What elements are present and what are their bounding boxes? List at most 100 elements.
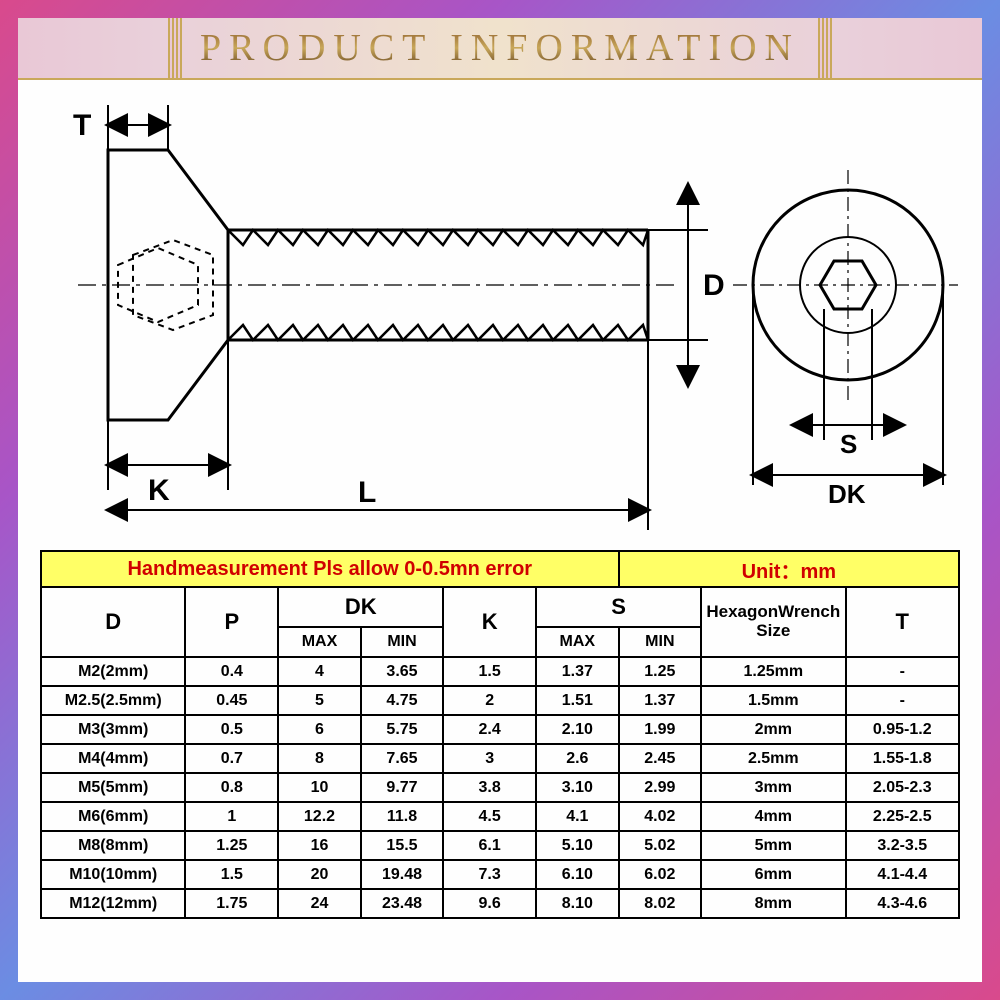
- cell-smax: 1.37: [536, 657, 619, 686]
- table-row: M2(2mm)0.443.651.51.371.251.25mm-: [41, 657, 959, 686]
- cell-t: 3.2-3.5: [846, 831, 960, 860]
- col-s-max: MAX: [536, 627, 619, 657]
- cell-t: 4.1-4.4: [846, 860, 960, 889]
- cell-dkmax: 6: [278, 715, 361, 744]
- cell-dkmin: 15.5: [361, 831, 444, 860]
- cell-hw: 1.5mm: [701, 686, 845, 715]
- cell-dkmax: 4: [278, 657, 361, 686]
- cell-hw: 6mm: [701, 860, 845, 889]
- cell-t: 1.55-1.8: [846, 744, 960, 773]
- cell-smin: 8.02: [619, 889, 702, 918]
- table-row: M3(3mm)0.565.752.42.101.992mm0.95-1.2: [41, 715, 959, 744]
- banner-title: PRODUCT INFORMATION: [200, 26, 800, 70]
- label-d: D: [703, 269, 725, 302]
- label-dk: DK: [828, 479, 866, 509]
- cell-dkmin: 19.48: [361, 860, 444, 889]
- cell-smax: 8.10: [536, 889, 619, 918]
- table-row: M8(8mm)1.251615.56.15.105.025mm3.2-3.5: [41, 831, 959, 860]
- cell-d: M12(12mm): [41, 889, 185, 918]
- cell-k: 6.1: [443, 831, 536, 860]
- cell-k: 3.8: [443, 773, 536, 802]
- cell-k: 4.5: [443, 802, 536, 831]
- col-dk: DK: [278, 587, 443, 627]
- cell-dkmin: 11.8: [361, 802, 444, 831]
- cell-p: 1.5: [185, 860, 278, 889]
- cell-dkmin: 9.77: [361, 773, 444, 802]
- cell-dkmax: 12.2: [278, 802, 361, 831]
- table-row: M4(4mm)0.787.6532.62.452.5mm1.55-1.8: [41, 744, 959, 773]
- cell-smin: 1.99: [619, 715, 702, 744]
- table-note: Handmeasurement Pls allow 0-0.5mn error: [41, 551, 619, 587]
- cell-smax: 4.1: [536, 802, 619, 831]
- screw-diagram: T K L D: [38, 90, 958, 540]
- spec-table-wrap: Handmeasurement Pls allow 0-0.5mn error …: [18, 550, 982, 941]
- col-k: K: [443, 587, 536, 657]
- table-unit: Unit：mm: [619, 551, 959, 587]
- cell-dkmax: 8: [278, 744, 361, 773]
- cell-t: 0.95-1.2: [846, 715, 960, 744]
- cell-dkmin: 5.75: [361, 715, 444, 744]
- cell-p: 1.75: [185, 889, 278, 918]
- cell-smin: 2.45: [619, 744, 702, 773]
- label-t: T: [73, 109, 91, 142]
- banner: PRODUCT INFORMATION: [18, 18, 982, 80]
- cell-k: 7.3: [443, 860, 536, 889]
- col-dk-max: MAX: [278, 627, 361, 657]
- cell-t: 2.25-2.5: [846, 802, 960, 831]
- cell-smax: 2.6: [536, 744, 619, 773]
- cell-smax: 6.10: [536, 860, 619, 889]
- cell-smin: 4.02: [619, 802, 702, 831]
- cell-hw: 5mm: [701, 831, 845, 860]
- cell-d: M5(5mm): [41, 773, 185, 802]
- table-row: M6(6mm)112.211.84.54.14.024mm2.25-2.5: [41, 802, 959, 831]
- label-k: K: [148, 474, 170, 507]
- col-s: S: [536, 587, 701, 627]
- cell-dkmax: 20: [278, 860, 361, 889]
- cell-p: 0.45: [185, 686, 278, 715]
- cell-smax: 1.51: [536, 686, 619, 715]
- cell-dkmin: 3.65: [361, 657, 444, 686]
- cell-hw: 2mm: [701, 715, 845, 744]
- cell-smin: 6.02: [619, 860, 702, 889]
- cell-p: 1.25: [185, 831, 278, 860]
- cell-t: -: [846, 657, 960, 686]
- product-card: PRODUCT INFORMATION: [18, 18, 982, 982]
- table-row: M10(10mm)1.52019.487.36.106.026mm4.1-4.4: [41, 860, 959, 889]
- cell-d: M10(10mm): [41, 860, 185, 889]
- cell-smin: 1.37: [619, 686, 702, 715]
- cell-t: -: [846, 686, 960, 715]
- col-d: D: [41, 587, 185, 657]
- cell-d: M6(6mm): [41, 802, 185, 831]
- cell-dkmin: 23.48: [361, 889, 444, 918]
- cell-smin: 2.99: [619, 773, 702, 802]
- diagram-area: T K L D: [18, 80, 982, 550]
- cell-smax: 3.10: [536, 773, 619, 802]
- col-p: P: [185, 587, 278, 657]
- cell-d: M8(8mm): [41, 831, 185, 860]
- cell-dkmax: 10: [278, 773, 361, 802]
- col-s-min: MIN: [619, 627, 702, 657]
- cell-k: 2: [443, 686, 536, 715]
- cell-dkmax: 24: [278, 889, 361, 918]
- cell-hw: 8mm: [701, 889, 845, 918]
- cell-t: 4.3-4.6: [846, 889, 960, 918]
- col-hw: HexagonWrench Size: [701, 587, 845, 657]
- cell-p: 0.4: [185, 657, 278, 686]
- cell-hw: 1.25mm: [701, 657, 845, 686]
- cell-k: 3: [443, 744, 536, 773]
- cell-smin: 5.02: [619, 831, 702, 860]
- label-l: L: [358, 476, 376, 509]
- cell-p: 0.8: [185, 773, 278, 802]
- cell-k: 9.6: [443, 889, 536, 918]
- cell-smax: 2.10: [536, 715, 619, 744]
- cell-hw: 3mm: [701, 773, 845, 802]
- cell-hw: 4mm: [701, 802, 845, 831]
- cell-dkmin: 7.65: [361, 744, 444, 773]
- cell-d: M2(2mm): [41, 657, 185, 686]
- table-row: M5(5mm)0.8109.773.83.102.993mm2.05-2.3: [41, 773, 959, 802]
- cell-dkmin: 4.75: [361, 686, 444, 715]
- cell-k: 2.4: [443, 715, 536, 744]
- cell-dkmax: 5: [278, 686, 361, 715]
- cell-d: M4(4mm): [41, 744, 185, 773]
- cell-dkmax: 16: [278, 831, 361, 860]
